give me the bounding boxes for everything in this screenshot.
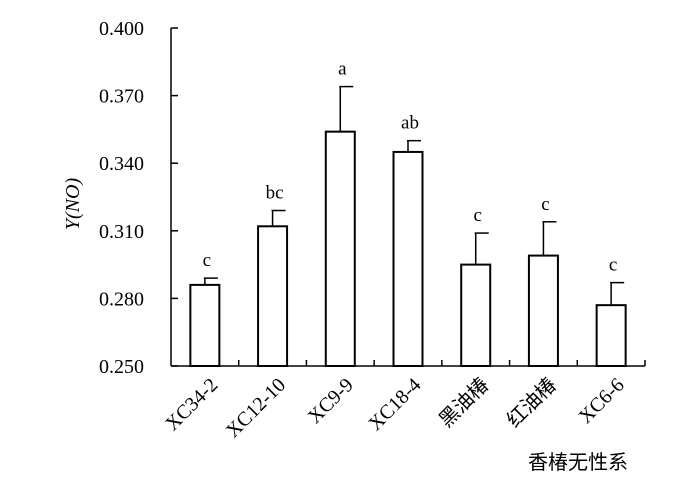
y-tick-label: 0.400 <box>99 18 144 40</box>
bar <box>257 225 289 367</box>
y-axis-label: Y(NO) <box>62 178 84 231</box>
x-category-label: XC6-6 <box>575 374 629 428</box>
significance-label: c <box>203 250 211 271</box>
significance-label: ab <box>401 113 419 134</box>
y-tick-label: 0.310 <box>99 221 144 243</box>
x-axis-label: 香椿无性系 <box>528 451 628 474</box>
y-tick-label: 0.370 <box>99 86 144 108</box>
x-category-label: 黑油椿 <box>435 373 494 432</box>
significance-label: c <box>473 205 481 226</box>
bar <box>189 283 221 368</box>
x-category-label: 红油椿 <box>502 373 561 432</box>
significance-label: a <box>338 59 347 80</box>
y-axis: 0.250 0.280 0.310 0.340 0.370 0.400 <box>99 18 178 378</box>
x-category-label: XC9-9 <box>304 374 358 428</box>
y-tick-label: 0.250 <box>99 356 144 378</box>
significance-label: bc <box>266 183 284 204</box>
bar <box>595 304 627 368</box>
significance-label: c <box>609 255 617 276</box>
significance-label: c <box>541 194 549 215</box>
bars: c bc a ab c c c <box>189 59 627 368</box>
x-axis: XC34-2 XC12-10 XC9-9 XC18-4 黑油椿 红油椿 XC6-6 <box>161 360 646 442</box>
x-category-label: XC34-2 <box>161 374 222 435</box>
y-tick-label: 0.340 <box>99 153 144 175</box>
bar <box>324 130 356 367</box>
bar <box>527 254 559 367</box>
x-category-label: XC12-10 <box>222 374 290 442</box>
bar <box>392 150 424 367</box>
x-category-label: XC18-4 <box>364 374 425 435</box>
bar <box>460 263 492 368</box>
y-tick-label: 0.280 <box>99 288 144 310</box>
